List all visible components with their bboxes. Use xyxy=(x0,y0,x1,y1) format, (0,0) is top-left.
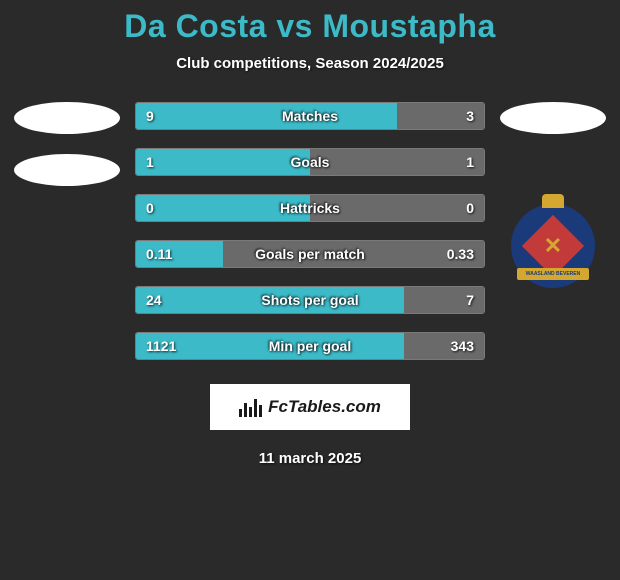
stat-value-left: 1121 xyxy=(146,338,176,354)
content-row: Matches 9 3 Goals 1 1 Hattricks 0 0 Goals per mat… xyxy=(0,102,620,360)
source-logo: FcTables.com xyxy=(210,384,410,430)
stat-value-right: 3 xyxy=(466,108,474,124)
stat-bar: Min per goal 1121 343 xyxy=(135,332,485,360)
stat-label: Matches xyxy=(282,108,338,124)
badge-ribbon: WAASLAND BEVEREN xyxy=(517,268,589,280)
stat-bar-right-fill xyxy=(310,149,484,175)
stat-label: Goals per match xyxy=(255,246,365,262)
footer-date: 11 march 2025 xyxy=(259,450,362,467)
stat-bar-left-fill xyxy=(136,103,397,129)
stat-label: Shots per goal xyxy=(261,292,358,308)
right-player-col: WAASLAND BEVEREN xyxy=(493,102,613,288)
stat-label: Hattricks xyxy=(280,200,340,216)
stat-value-left: 9 xyxy=(146,108,154,124)
stat-value-right: 0 xyxy=(466,200,474,216)
stat-value-right: 7 xyxy=(466,292,474,308)
stat-value-right: 1 xyxy=(466,154,474,170)
club-badge: WAASLAND BEVEREN xyxy=(511,204,595,288)
bar-chart-icon xyxy=(239,397,262,417)
player-photo-placeholder xyxy=(14,102,120,134)
stat-bar: Goals 1 1 xyxy=(135,148,485,176)
stat-value-left: 1 xyxy=(146,154,154,170)
stat-bar: Hattricks 0 0 xyxy=(135,194,485,222)
stat-label: Min per goal xyxy=(269,338,351,354)
comparison-infographic: Da Costa vs Moustapha Club competitions,… xyxy=(0,0,620,580)
page-title: Da Costa vs Moustapha xyxy=(124,8,495,45)
stat-bar-left-fill xyxy=(136,149,310,175)
club-logo-placeholder xyxy=(14,154,120,186)
page-subtitle: Club competitions, Season 2024/2025 xyxy=(176,55,444,72)
stat-bar: Shots per goal 24 7 xyxy=(135,286,485,314)
stat-bar: Goals per match 0.11 0.33 xyxy=(135,240,485,268)
source-logo-text: FcTables.com xyxy=(268,397,381,417)
stat-value-right: 343 xyxy=(451,338,474,354)
stat-value-left: 24 xyxy=(146,292,162,308)
stat-value-right: 0.33 xyxy=(447,246,474,262)
stat-value-left: 0 xyxy=(146,200,154,216)
left-player-col xyxy=(7,102,127,206)
player-photo-placeholder xyxy=(500,102,606,134)
stat-bar: Matches 9 3 xyxy=(135,102,485,130)
stat-label: Goals xyxy=(291,154,330,170)
stat-value-left: 0.11 xyxy=(146,246,172,262)
stats-column: Matches 9 3 Goals 1 1 Hattricks 0 0 Goals per mat… xyxy=(135,102,485,360)
